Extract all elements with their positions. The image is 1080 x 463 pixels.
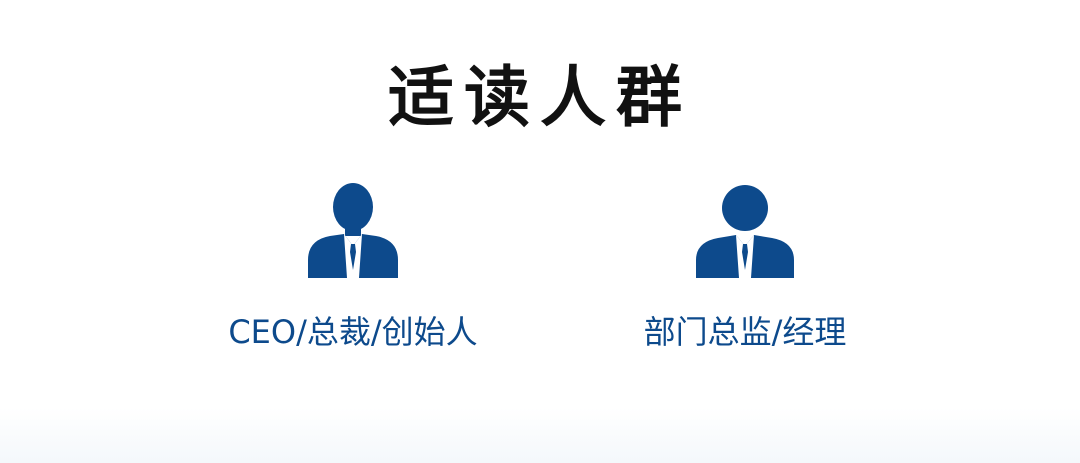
businessman-icon <box>308 183 398 278</box>
audience-item-ceo: CEO/总裁/创始人 <box>183 182 523 352</box>
section-title: 适读人群 <box>388 59 692 136</box>
audience-item-manager: 部门总监/经理 <box>575 182 915 352</box>
businessman-icon <box>696 185 794 278</box>
audience-label: CEO/总裁/创始人 <box>228 313 478 351</box>
audience-label: 部门总监/经理 <box>643 313 847 351</box>
